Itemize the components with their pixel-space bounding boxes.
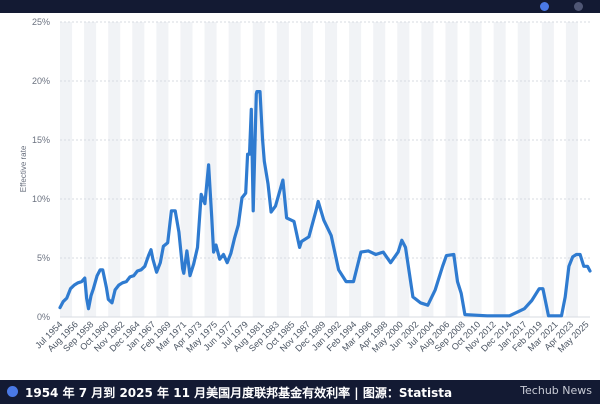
grid-band [325,22,338,317]
grid-band [156,22,169,317]
caption-dot-icon [7,386,18,397]
grid-band [397,22,410,317]
grid-band [180,22,193,317]
y-tick-label: 5% [37,253,50,263]
watermark-text: Techub News [520,384,592,397]
series-line [58,90,592,318]
grid-band [228,22,241,317]
grid-band [276,22,289,317]
top-bar [0,0,600,13]
grid-band [565,22,578,317]
grid-band [517,22,530,317]
grid-band [445,22,458,317]
y-tick-label: 15% [32,135,50,145]
grid-band [132,22,145,317]
chart-area: 0% 5% 10% 15% 20% 25% Jul 1954 Aug 1956 Sep 195… [0,13,600,380]
grid-band [60,22,73,317]
caption-bar: 1954 年 7 月到 2025 年 11 月美国月度联邦基金有效利率 | 图源… [0,380,600,404]
grid-band [300,22,313,317]
grid-band [421,22,434,317]
y-tick-label: 20% [32,76,50,86]
y-axis-label: Effective rate [19,145,28,192]
y-tick-label: 25% [32,17,50,27]
grid-band [541,22,554,317]
grid-band [108,22,121,317]
y-tick-label: 0% [37,312,50,322]
status-dot-icon [540,2,549,11]
grid-band [349,22,362,317]
menu-dot-icon[interactable] [574,2,583,11]
y-tick-label: 10% [32,194,50,204]
grid-band [84,22,97,317]
grid-band [469,22,482,317]
caption-text: 1954 年 7 月到 2025 年 11 月美国月度联邦基金有效利率 | 图源… [25,386,453,400]
grid-band [204,22,217,317]
grid-band [493,22,506,317]
grid-band [373,22,386,317]
